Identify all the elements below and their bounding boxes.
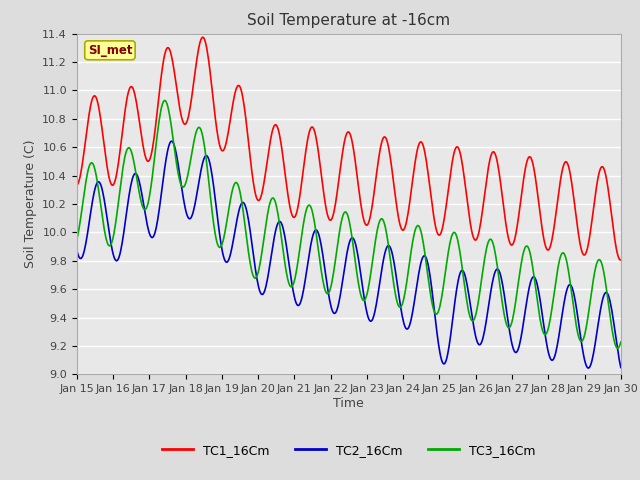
- TC1_16Cm: [198, 35, 206, 40]
- TC3_16Cm: [83, 175, 90, 180]
- TC2_16Cm: [83, 236, 90, 241]
- TC2_16Cm: [431, 317, 439, 323]
- Legend: TC1_16Cm, TC2_16Cm, TC3_16Cm: TC1_16Cm, TC2_16Cm, TC3_16Cm: [157, 439, 540, 462]
- TC2_16Cm: [617, 365, 625, 371]
- TC3_16Cm: [161, 97, 168, 103]
- TC2_16Cm: [584, 365, 592, 371]
- TC1_16Cm: [73, 182, 81, 188]
- TC2_16Cm: [195, 181, 202, 187]
- Y-axis label: Soil Temperature (C): Soil Temperature (C): [24, 140, 36, 268]
- TC1_16Cm: [194, 50, 202, 56]
- TC1_16Cm: [431, 223, 439, 229]
- TC3_16Cm: [431, 311, 439, 316]
- TC1_16Cm: [617, 257, 625, 263]
- TC2_16Cm: [168, 138, 175, 144]
- TC2_16Cm: [139, 196, 147, 202]
- TC3_16Cm: [617, 339, 625, 345]
- TC1_16Cm: [416, 140, 424, 146]
- TC1_16Cm: [223, 134, 231, 140]
- TC3_16Cm: [139, 204, 147, 210]
- TC3_16Cm: [195, 124, 202, 130]
- Line: TC2_16Cm: TC2_16Cm: [77, 141, 621, 368]
- TC3_16Cm: [614, 345, 621, 351]
- Text: SI_met: SI_met: [88, 44, 132, 57]
- Line: TC3_16Cm: TC3_16Cm: [77, 100, 621, 348]
- X-axis label: Time: Time: [333, 397, 364, 410]
- TC1_16Cm: [83, 129, 90, 134]
- TC2_16Cm: [416, 266, 424, 272]
- TC3_16Cm: [223, 215, 231, 221]
- Line: TC1_16Cm: TC1_16Cm: [77, 37, 621, 260]
- TC2_16Cm: [223, 259, 231, 265]
- Title: Soil Temperature at -16cm: Soil Temperature at -16cm: [247, 13, 451, 28]
- TC1_16Cm: [139, 140, 147, 146]
- TC2_16Cm: [73, 247, 81, 253]
- TC3_16Cm: [416, 224, 424, 230]
- TC3_16Cm: [73, 237, 81, 242]
